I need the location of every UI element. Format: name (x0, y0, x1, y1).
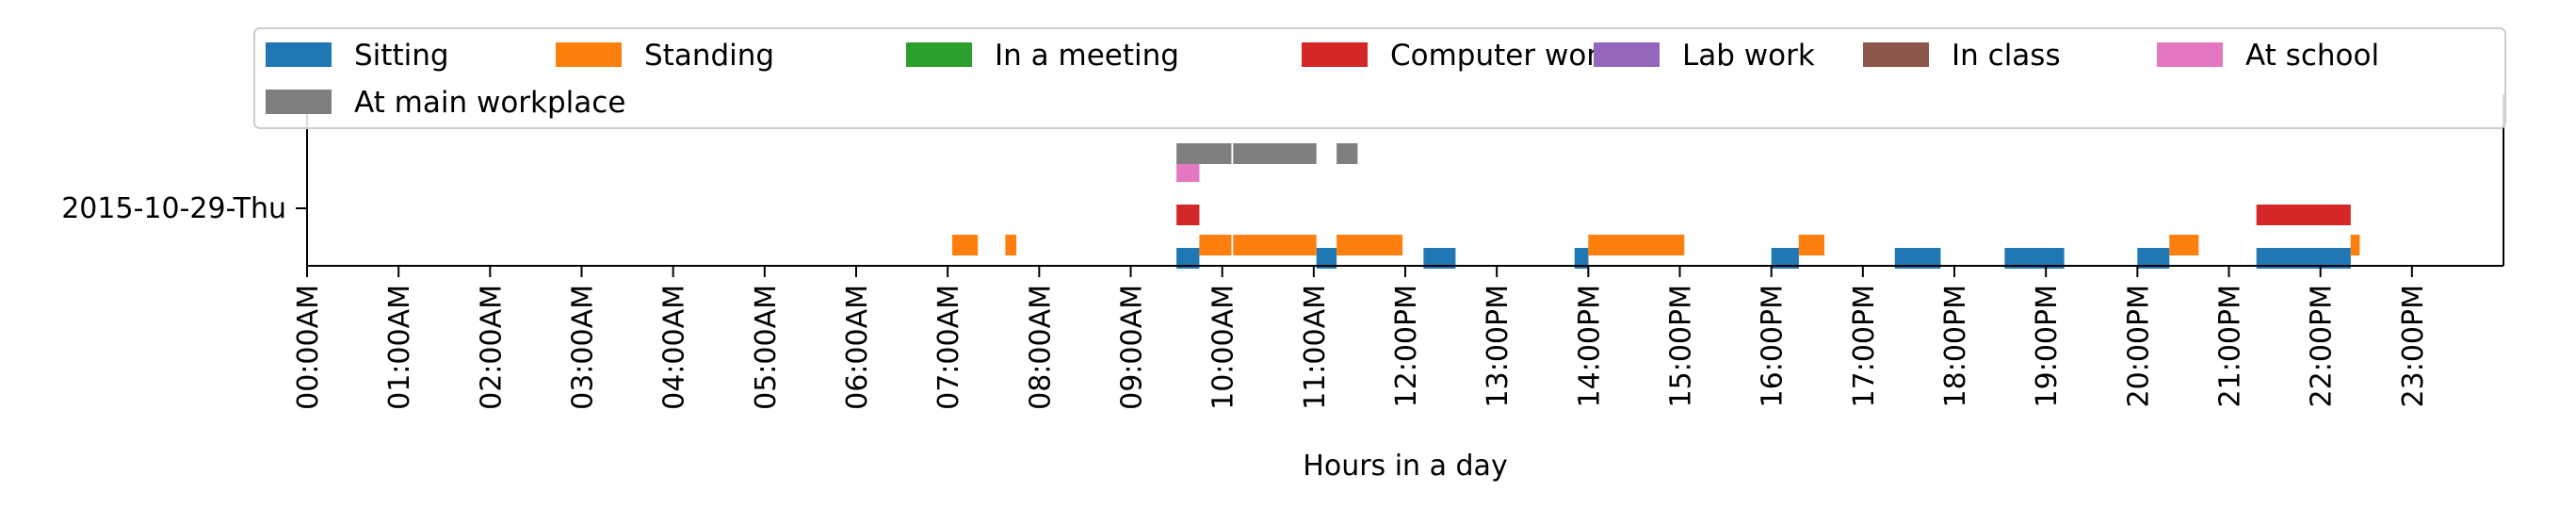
bar-standing-3 (1233, 235, 1317, 255)
x-tick-label-13: 13:00PM (1482, 285, 1515, 407)
x-tick-label-7: 07:00AM (932, 285, 965, 410)
bar-sitting-6 (2004, 248, 2065, 269)
legend-swatch-in-class (1863, 42, 1929, 67)
bar-sitting-2 (1423, 248, 1456, 269)
bar-at-main-workplace-1 (1233, 143, 1317, 164)
legend-label-lab-work: Lab work (1682, 39, 1815, 73)
x-tick-label-18: 18:00PM (1939, 285, 1972, 407)
legend-swatch-at-main-workplace (266, 90, 332, 114)
legend-label-sitting: Sitting (354, 39, 449, 73)
legend: Sitting Standing In a meeting Computer work… (253, 27, 2506, 129)
bar-at-school-0 (1176, 161, 1200, 182)
x-tick-label-17: 17:00PM (1848, 285, 1881, 407)
x-tick-label-15: 15:00PM (1665, 285, 1698, 407)
bar-computer-work-1 (2256, 205, 2351, 225)
legend-swatch-standing (556, 42, 622, 67)
axes: 2015-10-29-Thu 00:00AM 01:00AM 02:00AM 03:00… (61, 94, 2504, 410)
bar-standing-8 (2350, 235, 2360, 255)
legend-label-in-a-meeting: In a meeting (995, 39, 1179, 73)
bar-sitting-8 (2256, 248, 2351, 269)
bar-sitting-5 (1894, 248, 1941, 269)
x-tick-label-21: 21:00PM (2214, 285, 2247, 407)
bar-sitting-3 (1574, 248, 1589, 269)
legend-swatch-sitting (266, 42, 332, 67)
legend-label-at-main-workplace: At main workplace (354, 86, 625, 120)
x-tick-label-5: 05:00AM (750, 285, 783, 410)
x-tick-label-4: 04:00AM (658, 285, 691, 410)
x-tick-label-23: 23:00PM (2397, 285, 2430, 407)
bar-sitting-7 (2137, 248, 2170, 269)
bar-standing-6 (1798, 235, 1824, 255)
x-tick-label-12: 12:00PM (1390, 285, 1423, 407)
bar-standing-1 (1005, 235, 1017, 255)
legend-swatch-at-school (2157, 42, 2223, 67)
legend-label-at-school: At school (2245, 39, 2379, 73)
x-tick-label-22: 22:00PM (2306, 285, 2339, 407)
x-tick-label-10: 10:00AM (1207, 285, 1240, 410)
bar-standing-7 (2169, 235, 2199, 255)
bar-at-main-workplace-2 (1337, 143, 1358, 164)
x-tick-label-16: 16:00PM (1757, 285, 1790, 407)
legend-label-standing: Standing (644, 39, 774, 73)
x-tick-label-11: 11:00AM (1299, 285, 1332, 410)
x-axis-title: Hours in a day (1303, 450, 1507, 483)
legend-label-computer-work: Computer work (1390, 39, 1615, 73)
bar-standing-2 (1199, 235, 1232, 255)
x-tick-label-19: 19:00PM (2031, 285, 2064, 407)
x-tick-label-2: 02:00AM (475, 285, 508, 410)
bar-standing-0 (952, 235, 979, 255)
x-tick-label-3: 03:00AM (567, 285, 600, 410)
legend-frame (253, 27, 2506, 129)
bar-at-main-workplace-0 (1176, 143, 1232, 164)
x-tick-label-6: 06:00AM (841, 285, 874, 410)
bar-sitting-1 (1316, 248, 1337, 269)
bar-sitting-0 (1176, 248, 1200, 269)
x-tick-label-14: 14:00PM (1573, 285, 1606, 407)
bar-standing-4 (1337, 235, 1403, 255)
y-tick-label-day: 2015-10-29-Thu (61, 192, 286, 225)
bar-sitting-4 (1771, 248, 1799, 269)
x-tick-label-1: 01:00AM (383, 285, 416, 410)
x-tick-label-8: 08:00AM (1024, 285, 1057, 410)
bar-computer-work-0 (1176, 205, 1200, 225)
legend-swatch-computer-work (1302, 42, 1368, 67)
x-tick-label-0: 00:00AM (292, 285, 325, 410)
x-tick-label-20: 20:00PM (2122, 285, 2155, 407)
legend-swatch-lab-work (1594, 42, 1660, 67)
legend-swatch-in-a-meeting (906, 42, 972, 67)
x-tick-label-9: 09:00AM (1116, 285, 1149, 410)
legend-label-in-class: In class (1952, 39, 2061, 73)
plot-area (952, 143, 2360, 269)
bar-standing-5 (1588, 235, 1685, 255)
